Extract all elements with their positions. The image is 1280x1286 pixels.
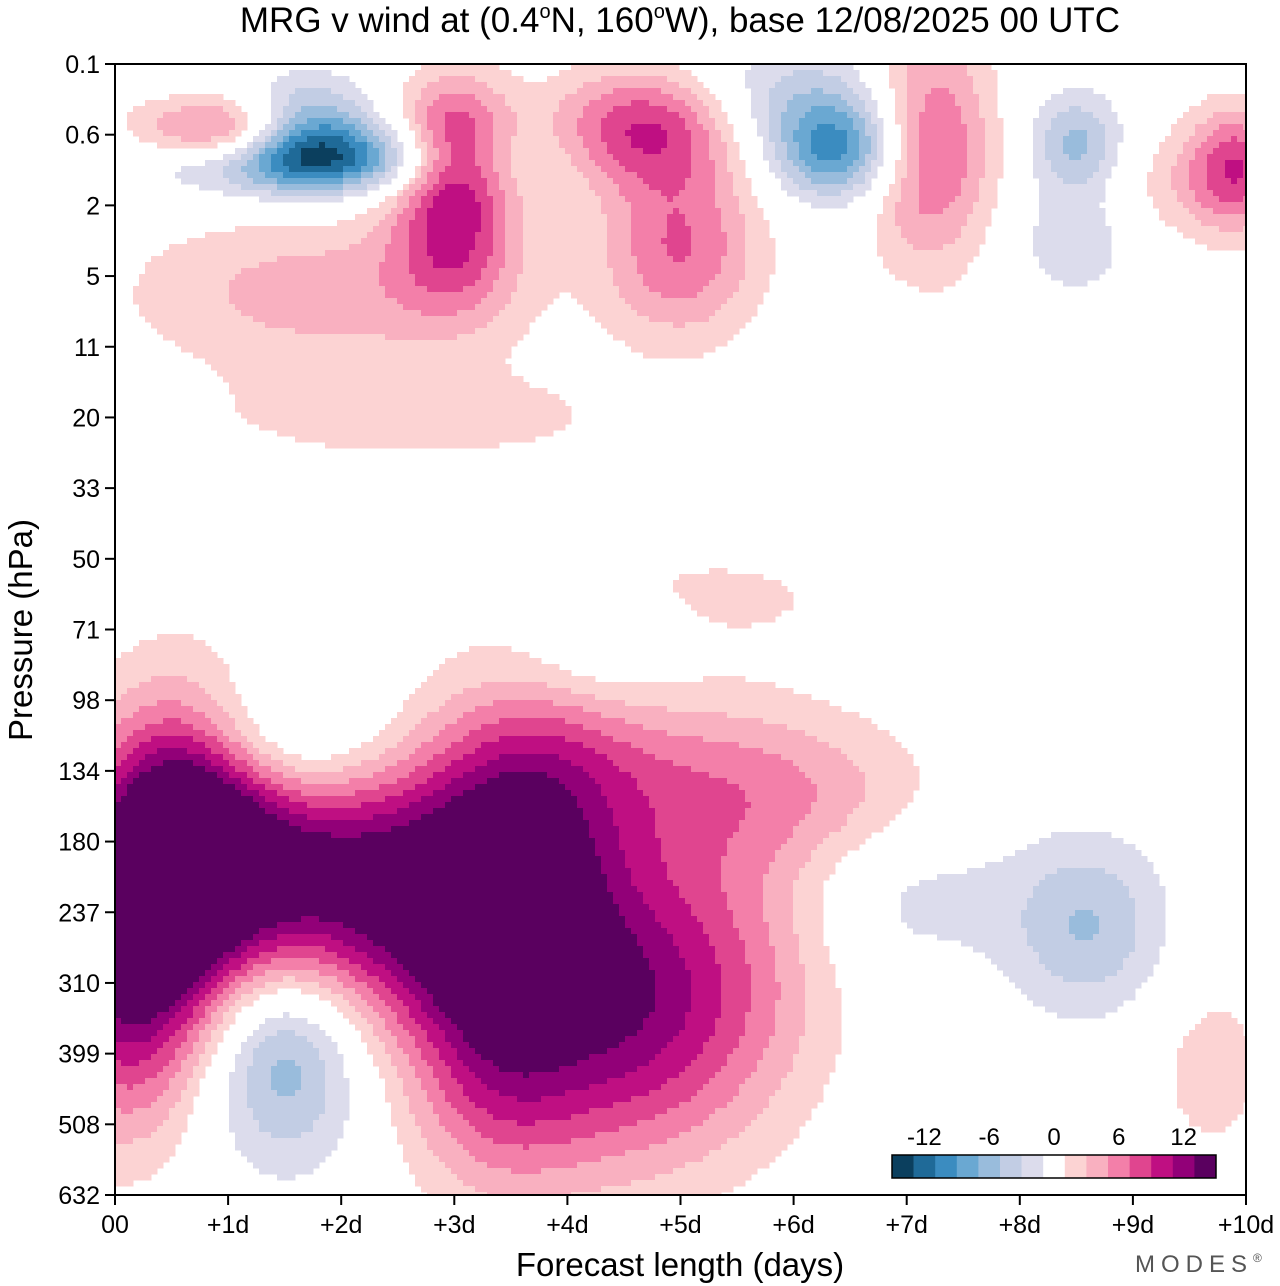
colorbar-swatch [913, 1155, 936, 1178]
colorbar-swatch [1021, 1155, 1044, 1178]
x-tick-label: 00 [101, 1211, 129, 1239]
colorbar-swatch [1194, 1155, 1217, 1178]
colorbar-tick-label: 6 [1112, 1124, 1125, 1151]
y-tick-label: 33 [72, 475, 100, 503]
colorbar-swatch [1000, 1155, 1022, 1178]
x-axis: 00 +1d +2d +3d +4d +5d +6d +7d +8d +9d +10d [101, 1195, 1274, 1239]
y-tick-label: 20 [72, 404, 100, 432]
colorbar-swatch [1086, 1155, 1109, 1178]
x-axis-title: Forecast length (days) [516, 1246, 844, 1283]
colorbar-frame [891, 1154, 1217, 1179]
y-tick-label: 237 [58, 899, 100, 927]
colorbar-swatch [1172, 1155, 1195, 1178]
colorbar-swatch [1064, 1155, 1087, 1178]
y-tick-label: 0.6 [65, 122, 100, 150]
colorbar-swatch [956, 1155, 979, 1178]
x-tick-label: +6d [772, 1211, 814, 1239]
colorbar-swatch [935, 1155, 958, 1178]
y-axis-title: Pressure (hPa) [2, 519, 39, 741]
colorbar-swatch [1151, 1155, 1174, 1178]
x-tick-label: +10d [1218, 1211, 1274, 1239]
y-tick-label: 508 [58, 1111, 100, 1139]
x-tick-label: +9d [1112, 1211, 1154, 1239]
x-tick-label: +2d [320, 1211, 362, 1239]
colorbar-swatch [1043, 1155, 1066, 1178]
modes-logo-text: MODES® [1135, 1251, 1268, 1278]
y-tick-label: 5 [86, 263, 100, 291]
y-tick-label: 134 [58, 758, 100, 786]
colorbar-swatch [978, 1155, 1001, 1178]
chart-title: MRG v wind at (0.4oN, 160oW), base 12/08… [240, 1, 1120, 40]
x-tick-label: +4d [546, 1211, 588, 1239]
y-tick-label: 0.1 [65, 51, 100, 79]
colorbar-tick-label: 12 [1170, 1124, 1197, 1151]
y-tick-label: 399 [58, 1041, 100, 1069]
y-tick-label: 50 [72, 546, 100, 574]
x-tick-label: +1d [207, 1211, 249, 1239]
y-tick-label: 310 [58, 970, 100, 998]
colorbar-swatch [1129, 1155, 1152, 1178]
x-tick-label: +5d [659, 1211, 701, 1239]
x-tick-label: +7d [885, 1211, 927, 1239]
colorbar-swatch [1108, 1155, 1130, 1178]
colorbar-tick-label: 0 [1047, 1124, 1060, 1151]
colorbar: -12 -6 0 6 12 [891, 1124, 1217, 1179]
y-tick-label: 11 [74, 334, 100, 362]
y-tick-label: 2 [86, 192, 100, 220]
colorbar-swatch [892, 1155, 914, 1178]
y-tick-label: 71 [72, 617, 100, 645]
y-tick-label: 632 [58, 1182, 100, 1210]
contour-field [115, 64, 1246, 1195]
y-tick-label: 180 [58, 829, 100, 857]
y-axis: 0.1 0.6 2 5 11 20 33 50 71 98 134 180 237 310 399 508 63… [58, 51, 115, 1210]
colorbar-tick-label: -6 [979, 1124, 1000, 1151]
x-tick-label: +3d [433, 1211, 475, 1239]
x-tick-label: +8d [999, 1211, 1041, 1239]
colorbar-tick-label: -12 [907, 1124, 942, 1151]
y-tick-label: 98 [72, 687, 100, 715]
